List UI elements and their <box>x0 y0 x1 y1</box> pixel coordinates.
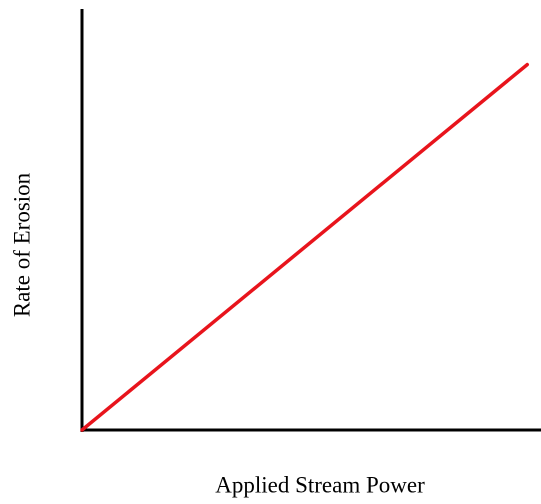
y-axis-label: Rate of Erosion <box>9 172 34 317</box>
x-axis-label: Applied Stream Power <box>215 472 425 497</box>
data-line <box>80 62 529 432</box>
